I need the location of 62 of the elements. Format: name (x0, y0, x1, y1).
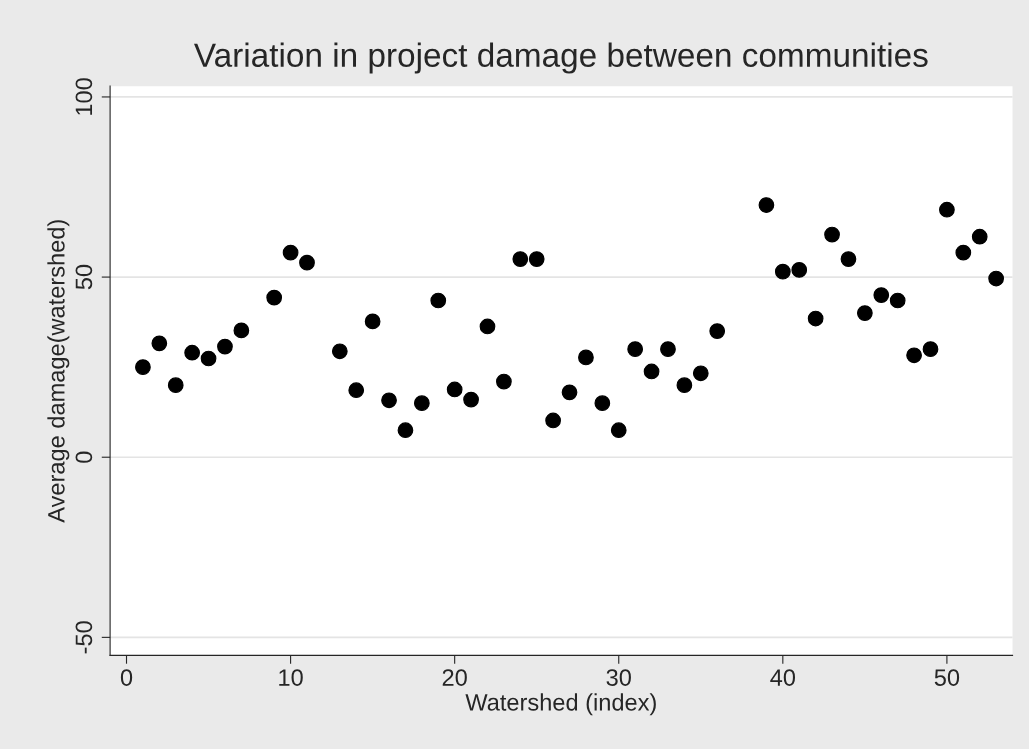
point (348, 382, 365, 399)
point (135, 359, 151, 376)
y-tick-label: 100 (75, 78, 93, 115)
y-tick-label: -50 (75, 621, 93, 654)
point (676, 377, 693, 394)
chart-title: Variation in project damage between communities (194, 42, 928, 74)
point (512, 251, 529, 267)
point (906, 347, 922, 364)
point (889, 292, 906, 309)
x-tick-label: 0 (120, 669, 133, 686)
x-tick-label: 50 (934, 669, 960, 686)
point (774, 263, 791, 280)
point (282, 244, 299, 261)
point (528, 251, 545, 267)
point (873, 287, 890, 303)
point (200, 350, 217, 367)
point (692, 365, 709, 382)
point (824, 226, 840, 243)
x-axis-title: Watershed (index) (465, 693, 656, 716)
point (496, 373, 512, 390)
x-tick-label: 20 (442, 669, 467, 686)
point (331, 343, 348, 360)
point (955, 244, 972, 261)
x-tick-label: 40 (770, 669, 796, 686)
point (660, 341, 676, 358)
point (446, 381, 463, 398)
point (643, 363, 660, 380)
point (463, 391, 479, 408)
point (430, 292, 447, 309)
y-tick-label: 0 (75, 451, 93, 463)
point (627, 341, 644, 358)
point (561, 384, 578, 401)
point (578, 349, 594, 366)
y-tick-label: 50 (75, 264, 93, 290)
point (299, 254, 315, 271)
point (807, 310, 824, 327)
point (233, 322, 250, 339)
point (151, 335, 168, 352)
point (413, 395, 430, 412)
point (709, 323, 726, 339)
point (184, 344, 201, 361)
point (594, 395, 611, 412)
point (971, 228, 988, 245)
point (381, 392, 397, 409)
point (939, 201, 955, 218)
point (840, 251, 857, 267)
point (545, 412, 561, 429)
point (758, 197, 775, 213)
point (922, 341, 939, 358)
x-tick-label: 10 (279, 669, 303, 686)
point (397, 422, 414, 439)
point (988, 270, 1004, 287)
point (364, 313, 381, 330)
point (791, 262, 808, 278)
point (266, 289, 283, 306)
x-tick-label: 30 (606, 669, 631, 686)
point (610, 422, 627, 439)
point (217, 338, 233, 355)
point (856, 305, 873, 321)
point (167, 377, 184, 394)
point (479, 318, 496, 335)
y-axis-title: Average damage(watershed) (47, 220, 70, 523)
